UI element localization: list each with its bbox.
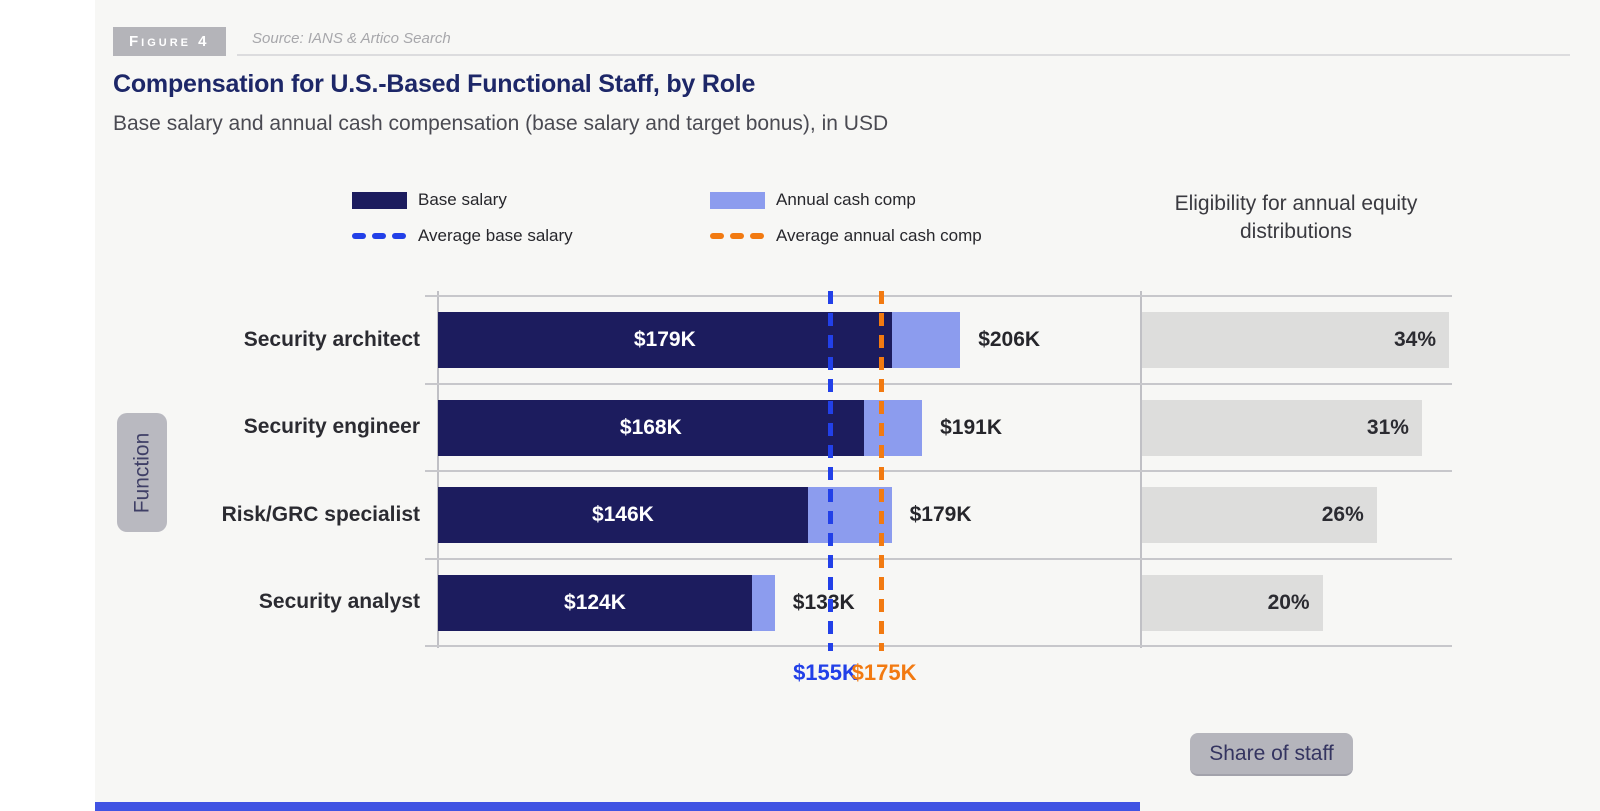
legend-item-base-salary: Base salary (352, 188, 507, 212)
left-plot-axis (437, 291, 439, 648)
equity-share-bar: 26% (1142, 487, 1377, 543)
legend-dash (352, 233, 366, 239)
category-label: Security architect (243, 327, 420, 351)
base-salary-bar (438, 312, 892, 368)
base-salary-swatch (352, 191, 407, 209)
base-salary-value: $168K (619, 415, 682, 439)
avg-base-salary-line (828, 291, 834, 651)
source-note: Source: IANS & Artico Search (252, 30, 451, 47)
base-salary-bar (438, 399, 864, 456)
annual-cash-swatch (710, 191, 765, 209)
annual-cash-value: $206K (978, 328, 1041, 351)
legend-item-annual-cash: Annual cash comp (710, 188, 916, 212)
gridline (425, 295, 1452, 297)
legend-label: Average base salary (418, 226, 573, 245)
gridline (425, 470, 1452, 472)
annual-cash-value: $179K (909, 503, 972, 526)
legend-dash (392, 233, 406, 239)
figure-number-badge: Figure 4 (113, 27, 226, 56)
gridline (425, 645, 1452, 647)
y-axis-title-badge: Function (117, 413, 167, 532)
base-salary-value: $146K (591, 503, 654, 526)
annual-cash-value: $191K (940, 415, 1002, 439)
base-salary-value: $179K (633, 328, 696, 351)
avg-base-salary-label: $155K (793, 660, 858, 685)
category-label: Security engineer (243, 415, 420, 439)
annual-cash-value: $133K (792, 590, 855, 614)
category-label: Security analyst (258, 590, 420, 614)
equity-panel: 34% 31% 26% 20% (1140, 296, 1452, 646)
chart-subtitle: Base salary and annual cash compensation… (113, 112, 889, 135)
footer-accent-bar (95, 802, 1140, 811)
legend-label: Average annual cash comp (776, 226, 982, 245)
equity-share-bar: 31% (1142, 399, 1422, 456)
gridline (425, 557, 1452, 560)
legend-item-avg-base: Average base salary (352, 224, 573, 248)
avg-base-dash-swatch (352, 233, 407, 239)
gridline (425, 382, 1452, 385)
right-plot-axis (1140, 291, 1142, 648)
legend-label: Annual cash comp (776, 190, 916, 209)
avg-annual-cash-label: $175K (851, 660, 917, 685)
legend-item-avg-annual: Average annual cash comp (710, 224, 982, 248)
legend-label: Base salary (418, 190, 507, 209)
figure-number-label: Figure 4 (129, 33, 210, 50)
plot-area: $179K $206K $168K $191K $146K $179K $124K $133K… (437, 291, 1138, 685)
equity-share-bar: 34% (1142, 312, 1450, 368)
chart-title: Compensation for U.S.-Based Functional S… (113, 70, 756, 98)
y-axis-title: Function (130, 432, 154, 513)
base-salary-bar (438, 487, 808, 543)
share-of-staff-badge: Share of staff (1190, 733, 1353, 776)
equity-panel-header: Eligibility for annual equity distributi… (1174, 192, 1418, 244)
avg-annual-dash-swatch (710, 233, 765, 239)
category-labels: Security architect Security engineer Risk/… (130, 296, 420, 646)
avg-annual-cash-line (878, 291, 884, 651)
legend-dash (730, 233, 744, 239)
category-label: Risk/GRC specialist (221, 502, 420, 526)
legend-dash (710, 233, 724, 239)
legend-dash (372, 233, 386, 239)
header-divider (237, 54, 1570, 56)
equity-share-bar: 20% (1142, 574, 1323, 631)
base-salary-bar (438, 574, 752, 631)
base-salary-value: $124K (564, 590, 626, 614)
legend-dash (750, 233, 764, 239)
